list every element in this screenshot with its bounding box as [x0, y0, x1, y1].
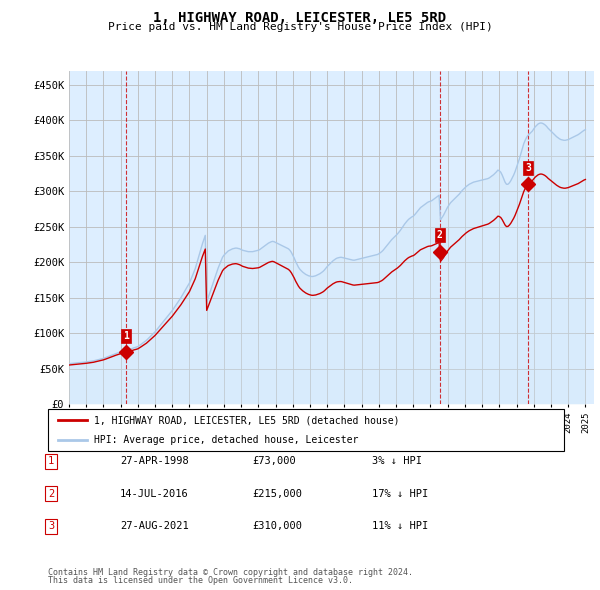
- Text: 27-APR-1998: 27-APR-1998: [120, 457, 189, 466]
- Text: 3: 3: [525, 163, 531, 173]
- Text: 1: 1: [123, 331, 129, 341]
- Text: 1, HIGHWAY ROAD, LEICESTER, LE5 5RD (detached house): 1, HIGHWAY ROAD, LEICESTER, LE5 5RD (det…: [94, 415, 400, 425]
- Text: £310,000: £310,000: [252, 522, 302, 531]
- Text: 3% ↓ HPI: 3% ↓ HPI: [372, 457, 422, 466]
- Text: 27-AUG-2021: 27-AUG-2021: [120, 522, 189, 531]
- Text: 14-JUL-2016: 14-JUL-2016: [120, 489, 189, 499]
- Text: 17% ↓ HPI: 17% ↓ HPI: [372, 489, 428, 499]
- Text: £73,000: £73,000: [252, 457, 296, 466]
- Text: Price paid vs. HM Land Registry's House Price Index (HPI): Price paid vs. HM Land Registry's House …: [107, 22, 493, 32]
- Text: 3: 3: [48, 522, 54, 531]
- Text: HPI: Average price, detached house, Leicester: HPI: Average price, detached house, Leic…: [94, 435, 359, 445]
- Text: 2: 2: [48, 489, 54, 499]
- Text: £215,000: £215,000: [252, 489, 302, 499]
- Text: 11% ↓ HPI: 11% ↓ HPI: [372, 522, 428, 531]
- Text: Contains HM Land Registry data © Crown copyright and database right 2024.: Contains HM Land Registry data © Crown c…: [48, 568, 413, 577]
- Text: This data is licensed under the Open Government Licence v3.0.: This data is licensed under the Open Gov…: [48, 576, 353, 585]
- Text: 1: 1: [48, 457, 54, 466]
- Text: 1, HIGHWAY ROAD, LEICESTER, LE5 5RD: 1, HIGHWAY ROAD, LEICESTER, LE5 5RD: [154, 11, 446, 25]
- Text: 2: 2: [437, 230, 443, 240]
